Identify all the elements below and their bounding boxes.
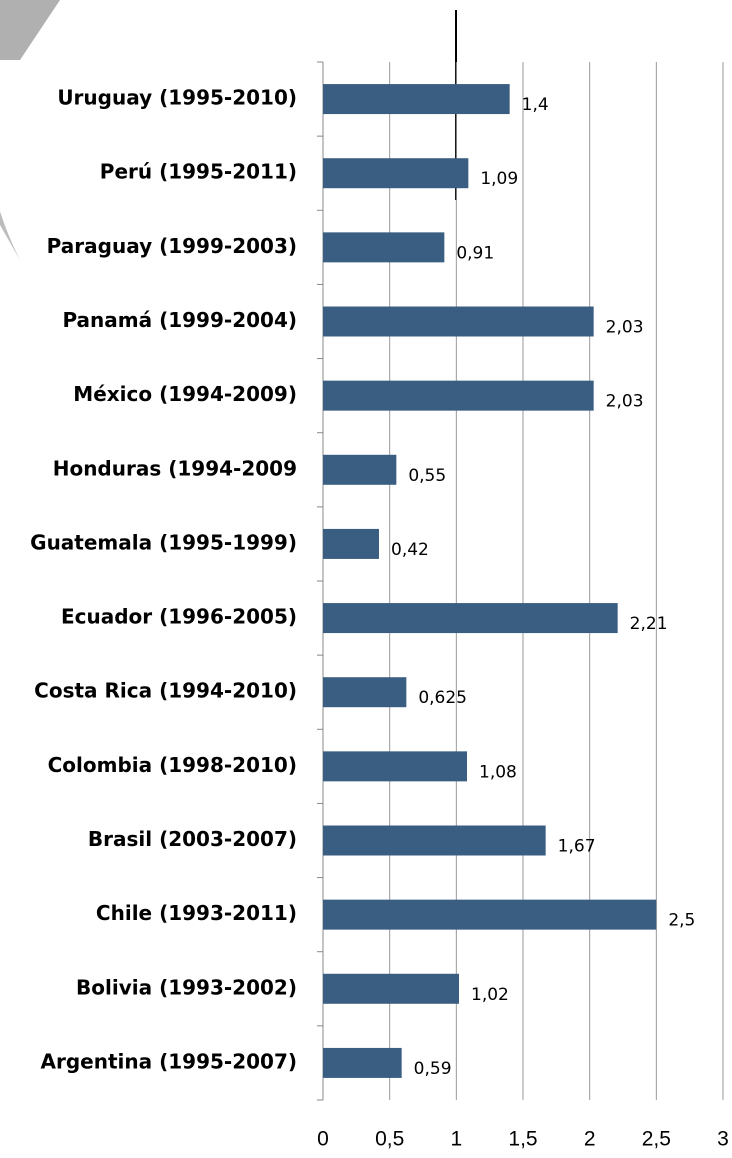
value-label: 0,55 — [408, 466, 446, 486]
bar — [323, 528, 379, 559]
x-tick-label: 1 — [450, 1128, 462, 1151]
bar — [323, 603, 618, 634]
x-tick-label: 0,5 — [375, 1128, 404, 1151]
category-label: Argentina (1995-2007) — [41, 1049, 297, 1073]
bar — [323, 84, 510, 115]
category-label: Ecuador (1996-2005) — [61, 605, 297, 629]
value-label: 0,91 — [456, 243, 494, 263]
category-label: Honduras (1994-2009 — [53, 456, 297, 480]
category-label: Panamá (1999-2004) — [62, 308, 297, 332]
value-label: 0,59 — [414, 1059, 452, 1079]
value-label: 1,67 — [558, 837, 596, 857]
category-label: Colombia (1998-2010) — [48, 753, 297, 777]
value-label: 0,42 — [391, 540, 429, 560]
background-shape — [0, 0, 60, 60]
category-label: Bolivia (1993-2002) — [76, 975, 297, 999]
value-label: 1,02 — [471, 985, 509, 1005]
value-label: 2,03 — [606, 392, 644, 412]
bar — [323, 677, 407, 708]
value-label: 2,5 — [668, 911, 695, 931]
x-tick-label: 0 — [317, 1128, 329, 1151]
category-label: Perú (1995-2011) — [100, 160, 297, 184]
category-label: Brasil (2003-2007) — [88, 827, 297, 851]
category-label: Paraguay (1999-2003) — [47, 234, 297, 258]
x-tick-label: 1,5 — [508, 1128, 537, 1151]
bar — [323, 380, 594, 411]
value-label: 1,08 — [479, 762, 517, 782]
x-tick-label: 2,5 — [642, 1128, 671, 1151]
bar — [323, 454, 397, 485]
value-label: 1,4 — [522, 95, 549, 115]
bar — [323, 899, 657, 930]
x-tick-label: 3 — [717, 1128, 729, 1151]
bar — [323, 825, 546, 856]
category-label: Uruguay (1995-2010) — [57, 86, 297, 110]
category-label: Chile (1993-2011) — [96, 901, 297, 925]
value-label: 1,09 — [480, 169, 518, 189]
bar — [323, 751, 467, 782]
category-label: Costa Rica (1994-2010) — [34, 679, 297, 703]
value-label: 2,03 — [606, 318, 644, 338]
bar — [323, 1047, 402, 1078]
bar — [323, 306, 594, 337]
background-swoosh — [0, 0, 20, 260]
bar — [323, 232, 445, 263]
bar — [323, 973, 459, 1004]
value-label: 2,21 — [630, 614, 668, 634]
category-label: Guatemala (1995-1999) — [30, 530, 297, 554]
x-tick-label: 2 — [584, 1128, 596, 1151]
value-label: 0,625 — [418, 688, 467, 708]
bar — [323, 158, 469, 189]
category-label: México (1994-2009) — [73, 382, 297, 406]
